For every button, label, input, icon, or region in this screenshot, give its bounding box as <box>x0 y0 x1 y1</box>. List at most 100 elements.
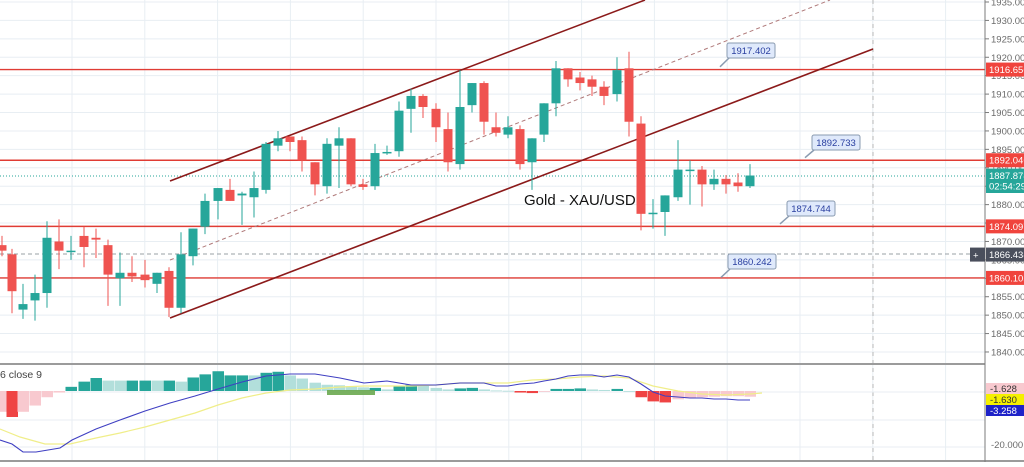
macd-histogram-bar <box>454 388 466 391</box>
price-axis-label: 1920.000 <box>991 53 1024 64</box>
candle-body <box>394 110 404 152</box>
callout-box <box>786 200 836 217</box>
candle <box>527 138 537 190</box>
candle <box>624 51 634 137</box>
candle-body <box>152 272 162 284</box>
macd-axis[interactable]: -20.000 -1.628-1.630-3.258 <box>986 383 1024 451</box>
macd-histogram-bar <box>224 375 236 391</box>
candle-body <box>115 272 125 279</box>
candle <box>358 178 368 190</box>
candle <box>612 57 622 102</box>
trendline-channel-lower[interactable] <box>169 48 874 319</box>
candle <box>660 195 670 236</box>
callout-pointer <box>720 268 731 278</box>
macd-histogram <box>0 371 756 417</box>
macd-histogram-bar <box>405 384 417 391</box>
macd-histogram-bar <box>296 378 308 391</box>
candle <box>382 145 392 155</box>
price-axis-label: 1850.000 <box>991 311 1024 322</box>
candle-body <box>745 175 755 187</box>
candle-body <box>140 274 150 281</box>
macd-value-tag: -3.258 <box>986 405 1024 417</box>
candle-body <box>673 169 683 198</box>
macd-histogram-bar <box>417 385 429 391</box>
candle-body <box>370 153 380 187</box>
price-tag-bg <box>986 153 1024 168</box>
macd-tag-label: -1.630 <box>990 395 1017 406</box>
candle-body <box>249 188 259 198</box>
price-axis-label: 1880.000 <box>991 200 1024 211</box>
macd-value-tag: -1.628 <box>986 383 1024 395</box>
candle <box>418 94 428 119</box>
candle <box>273 130 283 152</box>
price-tag: 1860.105 <box>986 270 1024 285</box>
macd-histogram-bar <box>623 391 635 392</box>
candle-body <box>285 136 295 142</box>
macd-histogram-bar <box>357 387 369 391</box>
price-axis-tags: 1916.656 1892.046 1887.87802:54:29 1874.097… <box>970 62 1024 285</box>
macd-histogram-bar <box>199 374 211 391</box>
candle <box>7 248 17 314</box>
candle <box>0 235 7 257</box>
macd-histogram-bar <box>720 391 732 397</box>
channel-trendlines[interactable] <box>169 0 874 319</box>
price-axis-label: 1840.000 <box>991 347 1024 358</box>
support-resistance-levels[interactable] <box>0 68 985 279</box>
candle <box>18 283 28 319</box>
candle-body <box>358 184 368 187</box>
candle-body <box>527 138 537 163</box>
price-callouts[interactable]: 1917.402 1892.733 1874.744 1860.242 <box>719 42 861 278</box>
callout-pointer <box>719 57 730 68</box>
macd-histogram-bar <box>442 389 454 391</box>
candle-body <box>297 140 307 161</box>
candle <box>297 136 307 172</box>
candle-body <box>334 138 344 146</box>
candle-body <box>551 68 561 104</box>
candle-body <box>587 79 597 87</box>
candle-body <box>66 250 76 253</box>
price-callout[interactable]: 1892.733 <box>804 134 861 159</box>
macd-histogram-bar <box>175 381 187 391</box>
candle <box>322 138 332 194</box>
candle-body <box>503 127 513 135</box>
macd-histogram-bar <box>478 389 490 391</box>
macd-histogram-bar <box>114 380 126 391</box>
chart-title: Gold - XAU/USD <box>524 192 636 209</box>
price-callout[interactable]: 1860.242 <box>720 253 777 278</box>
candle-body <box>176 254 186 308</box>
macd-histogram-bar <box>490 390 502 392</box>
candle <box>54 219 64 270</box>
macd-histogram-bar <box>309 382 321 391</box>
candle-body <box>18 304 28 310</box>
candle <box>370 143 380 190</box>
candle <box>79 226 89 268</box>
price-tag: 1866.438 + <box>970 247 1024 262</box>
price-callout[interactable]: 1874.744 <box>779 200 836 225</box>
candle <box>237 191 247 225</box>
price-tag: 1874.097 <box>986 219 1024 234</box>
macd-histogram-bar <box>538 391 550 392</box>
price-callout[interactable]: 1917.402 <box>719 42 776 68</box>
candle <box>575 71 585 91</box>
candle <box>188 228 198 266</box>
price-tag-bg <box>986 247 1024 262</box>
macd-indicator-label[interactable]: 6 close 9 <box>0 369 42 381</box>
candle <box>164 267 174 317</box>
macd-histogram-bar <box>53 391 65 393</box>
price-axis-label: 1870.000 <box>991 237 1024 248</box>
trendline-channel-mid[interactable] <box>169 0 831 261</box>
candle <box>685 160 695 205</box>
candle <box>587 75 597 96</box>
trendline-channel-upper[interactable] <box>169 0 646 182</box>
macd-tag-bg <box>986 405 1024 416</box>
candle <box>346 138 356 187</box>
crosshair-plus-bg[interactable] <box>970 247 985 262</box>
crosshair-plus-icon[interactable]: + <box>973 251 979 262</box>
callout-label: 1892.733 <box>816 138 856 149</box>
grid-lines <box>0 0 985 462</box>
price-tag-bg <box>986 270 1024 285</box>
candle <box>455 70 465 170</box>
macd-histogram-bar <box>430 387 442 391</box>
